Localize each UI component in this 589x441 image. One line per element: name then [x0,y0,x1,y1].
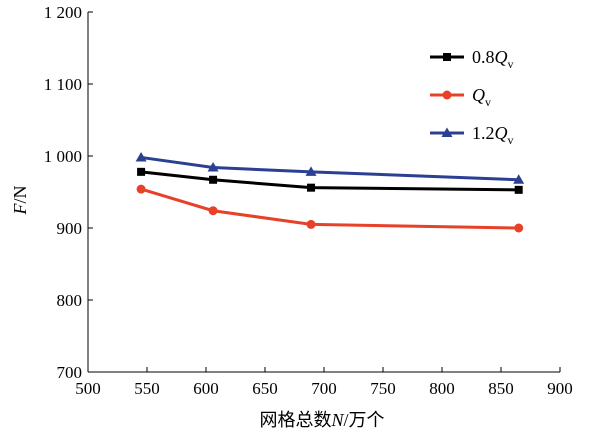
y-tick-label: 700 [57,363,83,382]
data-point [137,167,146,176]
axes [87,11,561,373]
data-point [513,174,525,184]
series-line [140,155,519,182]
x-tick-label: 850 [488,379,514,398]
series-circle [136,184,524,233]
data-point [305,166,317,176]
y-tick-label: 800 [57,291,83,310]
legend-marker [441,127,453,137]
data-point [136,184,146,194]
legend: 0.8Qv Qv 1.2Qv [430,47,514,147]
y-tick-label: 1 200 [44,3,82,22]
legend-label: 0.8Qv [472,47,514,71]
data-point [307,183,316,192]
tick-labels: 500 550 600 650 700 750 800 850 900 700 800 900 1 00… [44,3,573,398]
series-group [135,151,525,233]
y-tick-label: 1 100 [44,75,82,94]
series-triangle [135,151,525,184]
y-tick-label: 1 000 [44,147,82,166]
x-tick-label: 600 [193,379,219,398]
legend-item: 1.2Qv [430,123,514,147]
series-line [140,170,519,192]
x-tick-label: 500 [75,379,101,398]
data-point [207,162,219,172]
data-point [135,151,147,162]
legend-marker [442,90,452,100]
x-tick-label: 800 [429,379,455,398]
series-line [140,187,519,230]
x-tick-label: 750 [370,379,396,398]
legend-label: 1.2Qv [472,123,514,147]
legend-label: Qv [472,85,491,109]
data-point [514,185,523,194]
x-tick-label: 550 [134,379,160,398]
legend-item: 0.8Qv [430,47,514,71]
data-point [306,219,316,229]
x-axis-label: 网格总数N/万个 [259,410,384,430]
data-point [208,206,218,216]
y-tick-label: 900 [57,219,83,238]
series-square [137,167,523,194]
legend-item: Qv [430,85,491,109]
data-point [514,223,524,233]
legend-marker [443,53,451,61]
x-tick-label: 900 [547,379,573,398]
y-axis-label: F/N [10,185,30,215]
x-tick-label: 650 [252,379,278,398]
data-point [209,175,218,184]
x-tick-label: 700 [311,379,337,398]
